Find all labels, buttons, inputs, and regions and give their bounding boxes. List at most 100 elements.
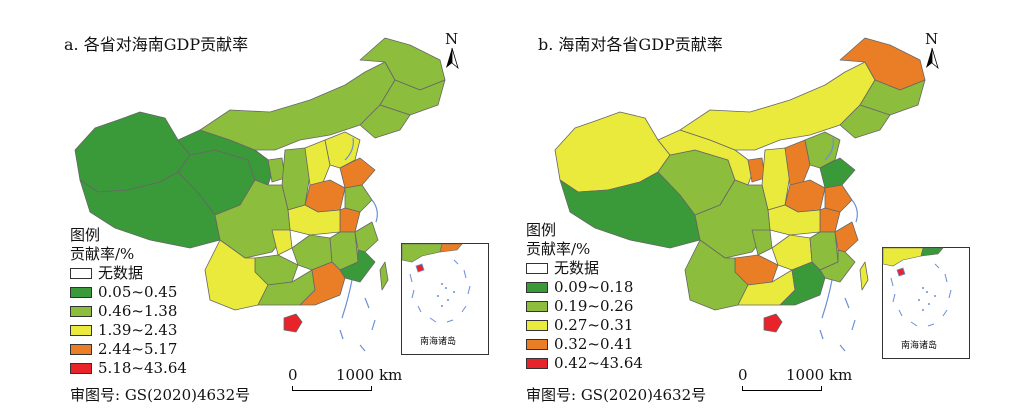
map-panel-b: b. 海南对各省GDP贡献率 N 图例 贡献率/% 无数据 0.09~0.18 … [480,0,991,417]
province-taiwan [859,261,869,291]
scale-line [742,386,822,391]
legend-label: 0.27~0.31 [554,316,634,334]
province-anhui [819,207,841,233]
province-hainan [283,313,303,333]
legend-swatch [70,306,92,317]
province-hubei [287,204,341,236]
legend-subheading: 贡献率/% [526,240,591,258]
legend-item: 无数据 [526,259,643,278]
legend-label: 0.46~1.38 [98,302,178,320]
province-inner-mongolia [199,61,396,151]
legend-item: 0.27~0.31 [526,316,643,335]
legend-subheading: 贡献率/% [70,245,135,263]
legend-swatch [526,263,548,274]
scale-zero: 0 [738,366,748,384]
legend-label: 无数据 [554,259,600,277]
south-china-sea-inset: 南海诸岛 [882,247,970,359]
legend-label: 2.44~5.17 [98,340,178,358]
scale-bar: 0 1000 km [288,366,408,396]
map-title: a. 各省对海南GDP贡献率 [64,35,249,54]
province-liaoning [839,104,891,139]
north-arrow-icon [446,47,459,70]
province-guangdong [779,261,826,306]
province-zhejiang [834,221,859,253]
province-fujian [819,249,856,283]
legend-label: 无数据 [98,264,144,282]
province-chongqing [271,229,293,256]
legend-label: 1.39~2.43 [98,321,178,339]
map-title: b. 海南对各省GDP贡献率 [538,35,723,54]
inset-label: 南海诸岛 [901,341,938,351]
province-henan [784,179,826,213]
china-map-a [74,37,446,352]
legend-item: 0.32~0.41 [526,335,643,354]
province-shandong [339,157,376,189]
legend-heading: 图例 [526,221,557,239]
north-label: N [445,30,459,48]
north-arrow: N [917,30,947,72]
legend-item: 1.39~2.43 [70,321,187,340]
province-shanxi [784,139,811,186]
scale-line [292,386,372,391]
scale-distance: 1000 km [786,366,853,384]
legend-label: 5.18~43.64 [98,359,187,377]
province-hebei [324,131,361,169]
province-taiwan [379,261,389,291]
legend-item: 0.09~0.18 [526,278,643,297]
legend-swatch [526,358,548,369]
legend-item: 0.05~0.45 [70,283,187,302]
legend-heading: 图例 [70,226,101,244]
scale-zero: 0 [288,366,298,384]
scale-distance: 1000 km [336,366,403,384]
province-chongqing [751,229,773,256]
legend-swatch [526,339,548,350]
province-anhui [339,207,361,233]
province-henan [304,179,346,213]
china-map-b [554,37,926,352]
approval-number: 审图号: GS(2020)4632号 [70,386,251,404]
province-guangdong [299,261,346,306]
legend-swatch [526,320,548,331]
south-china-sea-inset: 南海诸岛 [401,243,489,355]
legend-swatch [526,282,548,293]
province-shandong [819,157,856,189]
province-liaoning [359,104,411,139]
province-inner-mongolia [679,61,876,151]
legend-label: 0.42~43.64 [554,354,643,372]
legend-swatch [526,301,548,312]
legend-item: 2.44~5.17 [70,340,187,359]
north-arrow-icon [926,47,939,70]
legend-label: 0.19~0.26 [554,297,634,315]
legend-swatch [70,344,92,355]
legend-item: 0.19~0.26 [526,297,643,316]
legend: 图例 贡献率/% 无数据 0.05~0.45 0.46~1.38 1.39~2.… [70,226,187,378]
province-shanxi [304,139,331,186]
province-jiangsu [344,184,373,213]
legend-item: 0.42~43.64 [526,354,643,373]
legend-swatch [70,287,92,298]
map-panel-a: a. 各省对海南GDP贡献率 N 图例 贡献率/% 无数据 0.05~0.45 … [64,30,489,404]
legend-label: 0.05~0.45 [98,283,178,301]
province-jiangsu [824,184,853,213]
province-hubei [767,204,821,236]
legend-swatch [70,363,92,374]
north-arrow: N [437,30,467,72]
north-label: N [925,30,939,48]
province-hebei [804,131,841,169]
inset-map [401,243,471,323]
province-zhejiang [354,221,379,253]
legend-item: 5.18~43.64 [70,359,187,378]
legend-swatch [70,268,92,279]
legend: 图例 贡献率/% 无数据 0.09~0.18 0.19~0.26 0.27~0.… [526,221,643,373]
scale-bar: 0 1000 km [738,366,858,396]
approval-number: 审图号: GS(2020)4632号 [526,386,707,404]
legend-item: 0.46~1.38 [70,302,187,321]
inset-label: 南海诸岛 [420,337,457,347]
province-fujian [339,249,376,283]
legend-swatch [70,325,92,336]
legend-label: 0.09~0.18 [554,278,634,296]
legend-label: 0.32~0.41 [554,335,634,353]
inset-map [882,247,952,327]
province-hainan [763,313,783,333]
legend-item: 无数据 [70,264,187,283]
